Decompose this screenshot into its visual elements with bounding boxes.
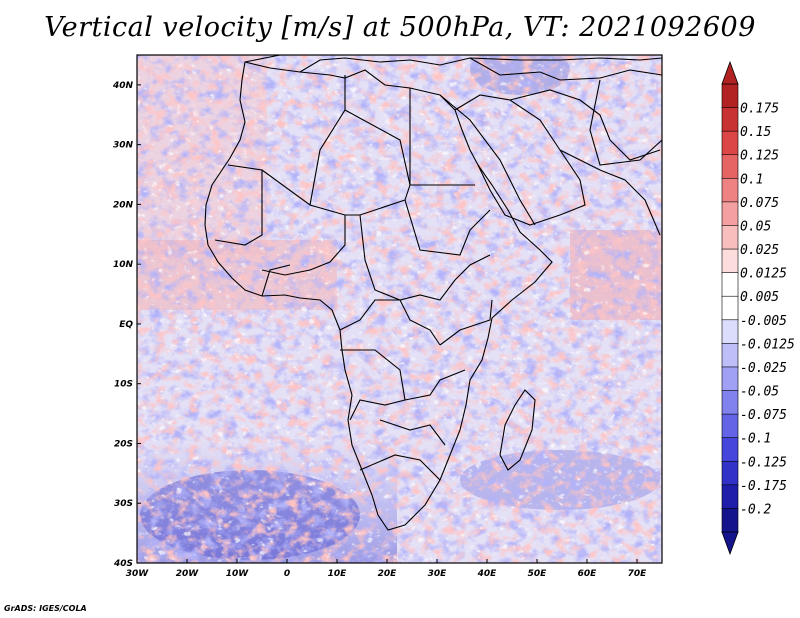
- colorbar-swatch: [721, 295, 739, 321]
- lon-tick-label: 10E: [328, 569, 348, 579]
- colorbar-swatch: [721, 225, 739, 250]
- colorbar-swatch: [721, 272, 739, 298]
- country-borders: [204, 55, 662, 531]
- colorbar-swatch: [721, 484, 739, 510]
- colorbar-label: -0.125: [740, 455, 787, 470]
- lat-tick-label: 30S: [114, 499, 133, 509]
- colorbar-label: 0.025: [740, 243, 779, 258]
- lon-tick-label: 50E: [528, 569, 548, 579]
- velocity-field: [137, 55, 662, 563]
- longitude-axis: 30W 20W 10W 0 10E 20E 30E 40E 50E 60E 70E: [126, 559, 647, 579]
- lon-tick-label: 10W: [226, 569, 250, 579]
- colorbar-label: 0.05: [740, 219, 771, 234]
- colorbar-swatch: [721, 107, 739, 132]
- colorbar-label: -0.0125: [740, 337, 795, 352]
- colorbar-label: 0.005: [740, 290, 779, 305]
- colorbar-swatch: [721, 508, 739, 533]
- colorbar-swatch: [721, 366, 739, 392]
- colorbar-label: -0.075: [740, 408, 787, 423]
- colorbar-swatch: [721, 460, 739, 486]
- lon-tick-label: 30W: [126, 569, 150, 579]
- colorbar-label: 0.0125: [740, 267, 787, 282]
- colorbar-label: 0.175: [740, 102, 779, 117]
- footer-credit: GrADS: IGES/COLA: [4, 604, 87, 613]
- lon-tick-label: 30E: [428, 569, 448, 579]
- lon-tick-label: 70E: [628, 569, 648, 579]
- lon-tick-label: 0: [284, 569, 290, 579]
- colorbar-label: -0.025: [740, 361, 787, 376]
- colorbar-swatch: [721, 390, 739, 415]
- lon-tick-label: 60E: [578, 569, 598, 579]
- colorbar-label: -0.1: [740, 432, 771, 447]
- map-title: Vertical velocity [m/s] at 500hPa, VT: 2…: [44, 12, 756, 43]
- colorbar-swatch: [721, 154, 739, 180]
- colorbar-label: -0.2: [740, 502, 771, 517]
- latitude-axis: 40N 30N 20N 10N EQ 10S 20S 30S 40S: [112, 81, 141, 569]
- colorbar-label: -0.175: [740, 479, 787, 494]
- colorbar-label: 0.15: [740, 125, 771, 140]
- colorbar-bottom-arrow: [721, 531, 739, 556]
- lon-tick-label: 40E: [477, 569, 498, 579]
- lat-tick-label: 10N: [113, 260, 134, 270]
- lat-tick-label: 40N: [112, 81, 134, 91]
- colorbar-swatch: [721, 413, 739, 439]
- lat-tick-label: 40S: [113, 559, 133, 569]
- colorbar-swatch: [721, 178, 739, 203]
- lat-tick-label: 20N: [113, 200, 134, 210]
- lat-tick-label: EQ: [119, 320, 133, 330]
- plot-frame: [136, 54, 663, 564]
- colorbar-swatch: [721, 343, 739, 368]
- colorbar-label: 0.125: [740, 149, 779, 164]
- colorbar-swatch: [721, 319, 739, 345]
- lon-tick-label: 20W: [176, 569, 200, 579]
- colorbar-swatch: [721, 437, 739, 463]
- colorbar-label: -0.005: [740, 314, 787, 329]
- colorbar-swatch: [721, 201, 739, 227]
- lon-tick-label: 20E: [378, 569, 398, 579]
- colorbar-top-arrow: [721, 60, 739, 85]
- colorbar-label: 0.075: [740, 196, 779, 211]
- colorbar-swatch: [721, 248, 739, 274]
- colorbar-label: -0.05: [740, 385, 779, 400]
- colorbar-swatch: [721, 130, 739, 156]
- lat-tick-label: 30N: [113, 141, 134, 151]
- lat-tick-label: 10S: [114, 380, 133, 390]
- lat-tick-label: 20S: [114, 439, 133, 449]
- colorbar-swatch: [721, 83, 739, 109]
- colorbar: 0.175 0.15 0.125 0.1 0.075 0.05 0.025 0.0125 0.0…: [721, 60, 795, 556]
- colorbar-label: 0.1: [740, 172, 763, 187]
